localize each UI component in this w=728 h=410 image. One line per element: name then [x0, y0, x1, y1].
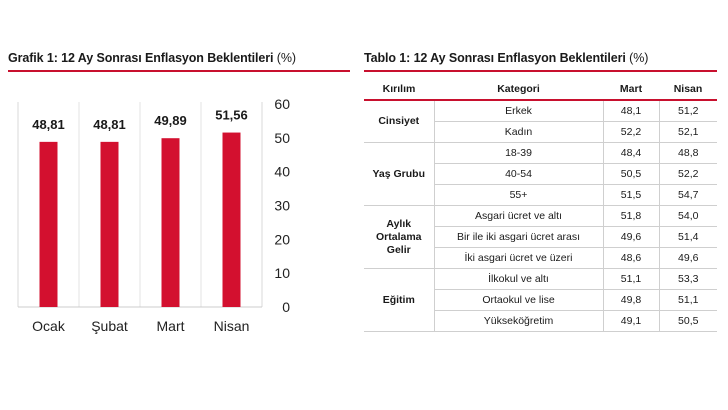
category-cell: İki asgari ücret ve üzeri	[433, 247, 604, 269]
bar	[39, 141, 58, 307]
mart-cell: 51,1	[602, 268, 660, 290]
data-label: 48,81	[93, 117, 126, 132]
data-label: 51,56	[215, 108, 248, 123]
nisan-cell: 49,6	[658, 247, 717, 269]
data-label: 48,81	[32, 117, 65, 132]
table-row: Aylık Ortalama Gelir Asgari ücret ve altı…	[364, 205, 717, 269]
group-label: Eğitim	[364, 268, 435, 332]
table-title-text: Tablo 1: 12 Ay Sonrası Enflasyon Beklent…	[364, 51, 626, 65]
x-tick-label: Nisan	[214, 318, 250, 334]
nisan-cell: 54,7	[658, 184, 717, 206]
mart-cell: 48,4	[602, 142, 660, 164]
category-cell: İlkokul ve altı	[433, 268, 604, 290]
nisan-cell: 51,4	[658, 226, 717, 248]
chart-title-text: Grafik 1: 12 Ay Sonrası Enflasyon Beklen…	[8, 51, 274, 65]
mart-cell: 49,6	[602, 226, 660, 248]
mart-cell: 48,6	[602, 247, 660, 269]
mart-cell: 51,5	[602, 184, 660, 206]
header-nisan: Nisan	[659, 79, 717, 101]
category-cell: Bir ile iki asgari ücret arası	[433, 226, 604, 248]
mart-cell: 52,2	[602, 121, 660, 143]
bar	[161, 138, 180, 307]
y-tick-label: 60	[274, 96, 290, 112]
y-tick-label: 50	[274, 130, 290, 146]
chart-title-rule	[8, 70, 350, 72]
category-cell: Yükseköğretim	[433, 310, 604, 332]
category-cell: 55+	[433, 184, 604, 206]
y-tick-label: 10	[274, 265, 290, 281]
nisan-cell: 48,8	[658, 142, 717, 164]
nisan-cell: 53,3	[658, 268, 717, 290]
category-cell: Ortaokul ve lise	[433, 289, 604, 311]
bar-chart: 0 10 20 30 40 50 60 48,81 Ocak 48,81 Şubat 49,89 Mar…	[17, 96, 290, 334]
y-tick-label: 30	[274, 198, 290, 214]
bar	[222, 132, 241, 307]
category-cell: 40-54	[433, 163, 604, 185]
group-label: Cinsiyet	[364, 99, 435, 143]
table-header-row: Kırılım Kategori Mart Nisan	[364, 79, 717, 101]
table-title-unit: (%)	[629, 51, 649, 65]
x-tick-label: Mart	[157, 318, 185, 334]
table-body: Cinsiyet Erkek 48,1 51,2 Kadın 52,2 52,1 Yaş Gr…	[364, 99, 717, 332]
header-mart: Mart	[603, 79, 659, 101]
inflation-table: Kırılım Kategori Mart Nisan Cinsiyet Erke…	[364, 79, 717, 332]
x-tick-label: Ocak	[32, 318, 66, 334]
table-title-rule	[364, 70, 717, 72]
y-tick-label: 40	[274, 164, 290, 180]
table-row: Cinsiyet Erkek 48,1 51,2	[364, 99, 717, 143]
nisan-cell: 50,5	[658, 310, 717, 332]
chart-title-unit: (%)	[276, 51, 296, 65]
mart-cell: 50,5	[602, 163, 660, 185]
y-tick-label: 20	[274, 231, 290, 247]
nisan-cell: 52,1	[658, 121, 717, 143]
y-tick-label: 0	[282, 299, 290, 315]
mart-cell: 51,8	[602, 205, 660, 227]
nisan-cell: 51,2	[658, 99, 717, 122]
table-row: İki asgari ücret ve üzeri 48,6 49,6	[364, 247, 717, 269]
header-kirilim: Kırılım	[364, 79, 434, 101]
nisan-cell: 52,2	[658, 163, 717, 185]
category-cell: 18-39	[433, 142, 604, 164]
table-row: Kadın 52,2 52,1	[364, 121, 717, 143]
group-label: Aylık Ortalama Gelir	[364, 205, 435, 269]
table-row: Eğitim İlkokul ve altı 51,1 53,3	[364, 268, 717, 332]
table-row: Yükseköğretim 49,1 50,5	[364, 310, 717, 332]
nisan-cell: 54,0	[658, 205, 717, 227]
table-title: Tablo 1: 12 Ay Sonrası Enflasyon Beklent…	[364, 51, 648, 65]
data-label: 49,89	[154, 113, 187, 128]
mart-cell: 48,1	[602, 99, 660, 122]
group-label: Yaş Grubu	[364, 142, 435, 206]
mart-cell: 49,1	[602, 310, 660, 332]
table-row: Yaş Grubu 18-39 48,4 48,8	[364, 142, 717, 206]
nisan-cell: 51,1	[658, 289, 717, 311]
category-cell: Asgari ücret ve altı	[433, 205, 604, 227]
x-tick-label: Şubat	[91, 318, 128, 334]
category-cell: Kadın	[433, 121, 604, 143]
bar	[100, 141, 119, 307]
chart-title: Grafik 1: 12 Ay Sonrası Enflasyon Beklen…	[8, 51, 296, 65]
header-kategori: Kategori	[434, 79, 603, 101]
mart-cell: 49,8	[602, 289, 660, 311]
category-cell: Erkek	[433, 99, 604, 122]
table-row: Bir ile iki asgari ücret arası 49,6 51,4	[364, 226, 717, 248]
